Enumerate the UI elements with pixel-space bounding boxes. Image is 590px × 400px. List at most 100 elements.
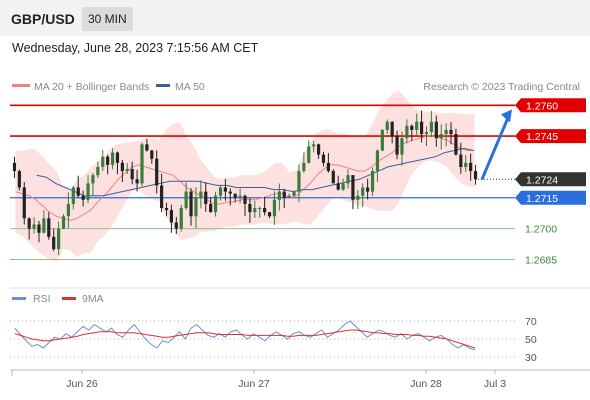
candle [218,184,223,201]
candle-body [233,193,237,198]
candle [76,175,80,199]
candle-body [356,195,360,200]
candle [22,182,26,225]
candle-body [370,171,375,192]
candle [454,128,458,156]
candle [223,179,227,201]
candle [81,190,85,207]
candle [150,149,154,164]
x-tick-label: Jun 26 [66,378,98,390]
candle [164,202,169,217]
candle-body [81,195,85,200]
candle-body [454,134,458,155]
candle-body [199,191,203,198]
candle [140,142,144,187]
ma20-legend-label: MA 20 + Bollinger Bands [34,81,149,93]
candle-body [263,208,267,213]
candle-body [444,129,448,135]
candle-body [145,144,149,151]
candle [155,150,159,194]
candle-body [307,146,311,163]
candle-body [106,156,110,165]
candle-body [424,132,429,135]
candle [473,164,478,185]
candle [189,188,193,226]
candle-body [351,175,355,200]
candle [160,173,164,213]
level-label: 1.2715 [526,193,558,205]
candle [385,119,389,134]
candle-body [361,187,365,196]
candlesticks [12,110,478,256]
candle-body [439,134,443,139]
rsi-legend: RSI 9MA [12,293,104,305]
candle-body [12,162,17,172]
candle [184,182,188,210]
candle [390,121,394,144]
candle [459,142,463,174]
candle-body [272,199,277,217]
candle-body [380,129,384,151]
level-label: 1.2685 [525,254,557,266]
candle [213,191,218,217]
level-label: 1.2745 [526,131,558,143]
candle [272,191,277,225]
candle [258,206,262,218]
candle [130,161,134,185]
candle [106,154,110,175]
candle [366,178,370,200]
rsi-line [14,320,476,351]
candle [12,156,17,178]
candle [125,163,129,174]
candle-body [223,187,227,192]
candle [307,140,311,164]
candle [47,212,51,240]
rsi-legend-label: RSI [33,293,51,305]
candle-body [366,187,370,192]
candle-body [135,179,139,184]
candle [110,148,115,170]
candle [449,122,453,145]
x-tick-label: Jul 3 [484,378,506,390]
candle [17,169,21,191]
candle-body [140,144,144,184]
candle-body [312,144,316,147]
credit-text: Research © 2023 Trading Central [423,81,580,93]
candle-body [27,218,31,229]
candle-body [253,208,257,213]
candle-body [101,156,105,167]
instrument-symbol: GBP/USD [11,11,75,27]
level-label: 1.2760 [526,100,558,112]
candle-body [184,191,188,209]
candle [395,130,399,160]
candle [194,187,198,229]
candle-body [277,191,281,200]
candle [91,173,95,196]
candle-body [395,136,399,155]
candle-body [419,121,424,135]
candle [204,182,208,212]
candle-body [130,169,134,180]
candle-body [336,183,340,190]
level-tag-bg [515,129,586,144]
forecast-arrow [480,109,512,180]
candle-body [155,158,159,186]
candle-body [174,222,178,229]
timeframe-badge[interactable]: 30 MIN [82,7,133,31]
level-tag-bg [515,98,586,113]
candle-body [385,121,389,130]
candle [405,119,409,144]
candle [145,138,149,152]
rsi-tick-label: 70 [525,316,537,328]
candle [169,204,174,233]
candle-body [292,191,296,196]
candle [282,188,286,209]
candle [341,178,345,191]
x-tick-label: Jun 27 [238,378,270,390]
candle-body [400,138,404,155]
candle-body [415,121,419,130]
candle [248,198,252,223]
ma50-legend-label: MA 50 [175,81,205,93]
candle-body [410,125,414,130]
